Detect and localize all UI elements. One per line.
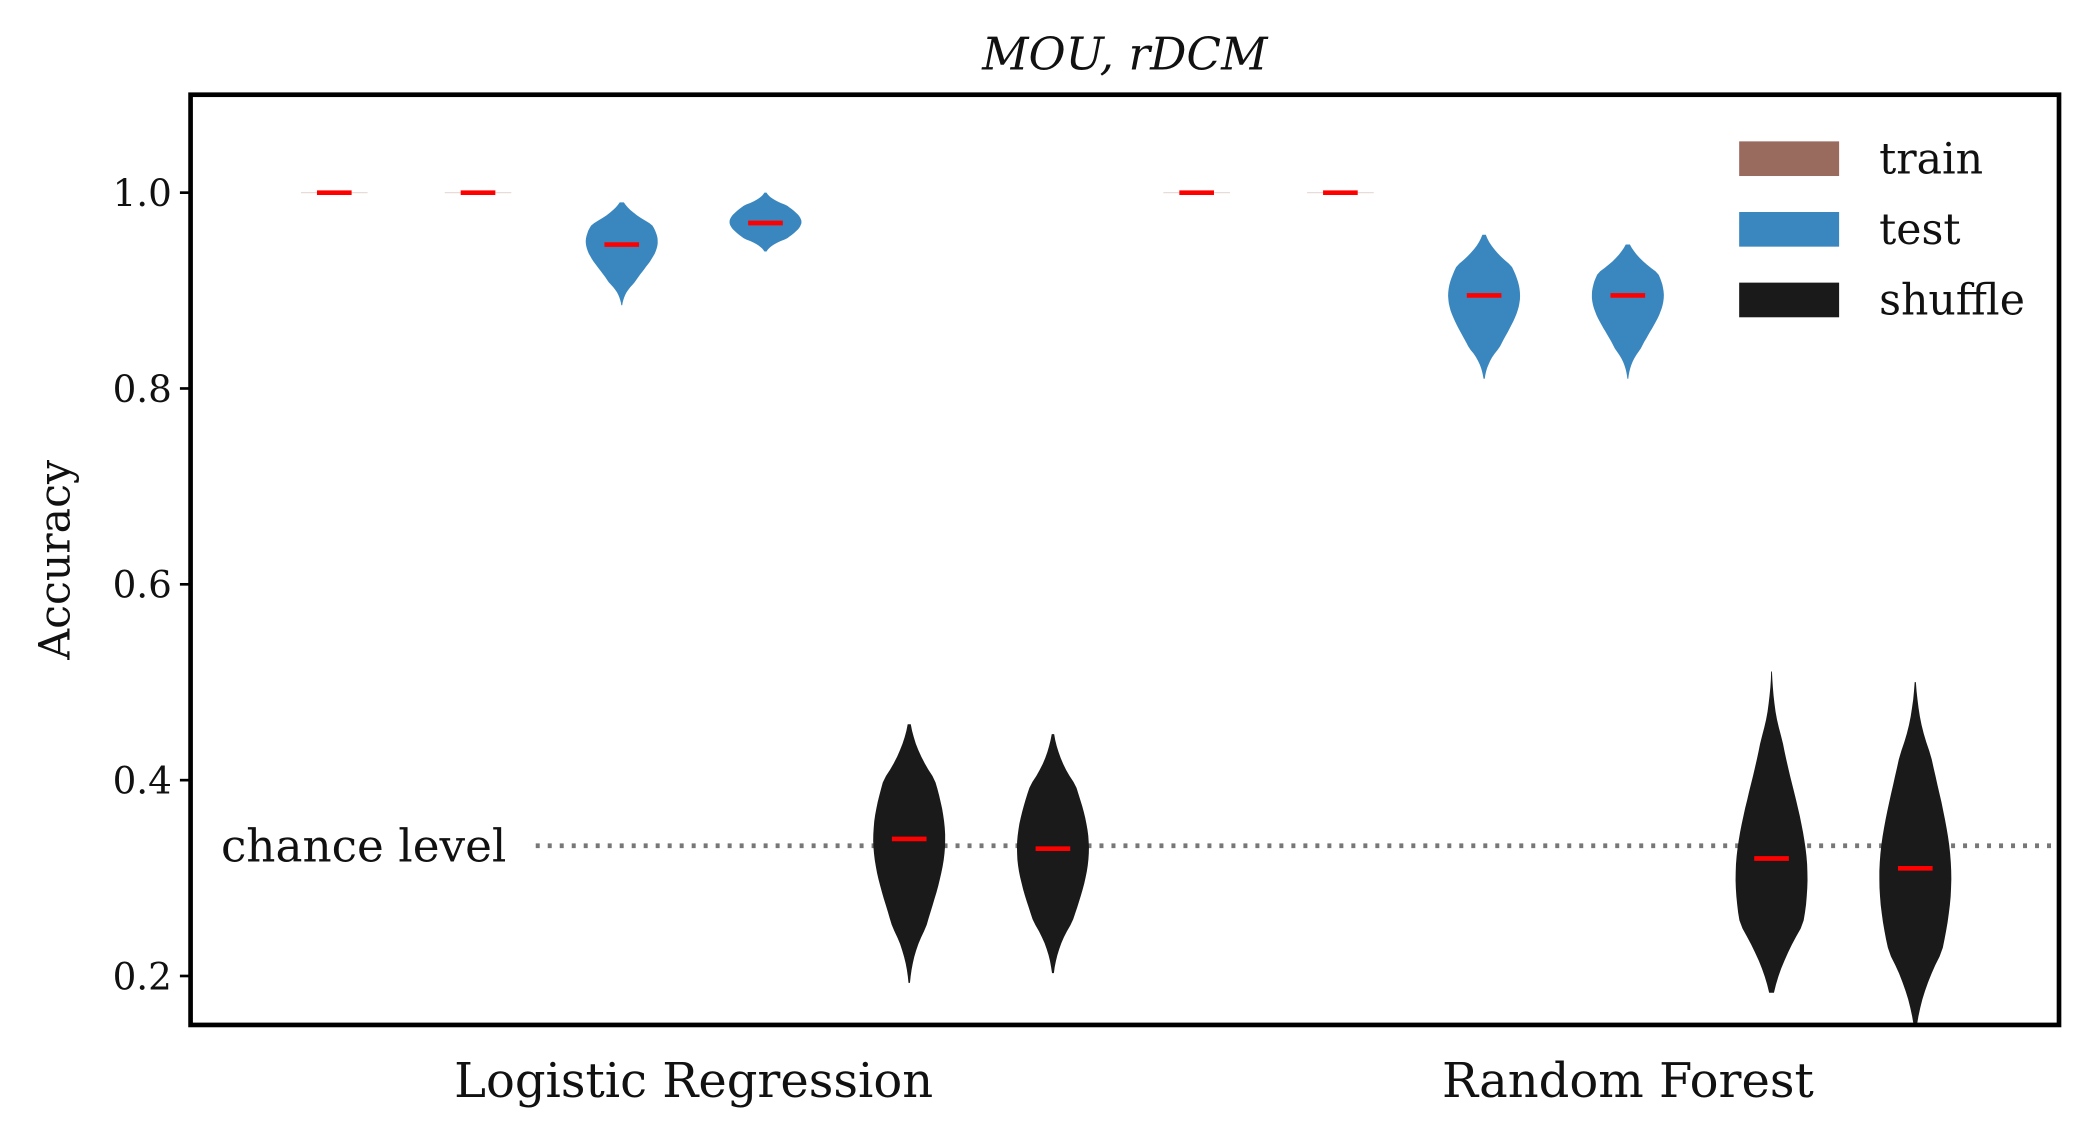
y-tick-label: 1.0: [113, 171, 172, 215]
plot-area: chance level: [221, 190, 2060, 1025]
x-tick-label: Random Forest: [1442, 1053, 1814, 1109]
violin-shuffle: [1016, 734, 1089, 974]
y-tick-label: 0.4: [113, 758, 172, 802]
legend-label-shuffle: shuffle: [1879, 276, 2025, 326]
violin-test: [1591, 244, 1664, 379]
chart-title: MOU, rDCM: [981, 27, 1269, 80]
legend-label-test: test: [1879, 205, 1960, 255]
violin-test: [585, 202, 658, 306]
y-tick-label: 0.2: [113, 954, 172, 998]
x-axis: Logistic Regression Random Forest: [454, 1053, 1814, 1109]
legend-swatch-test: [1739, 212, 1840, 247]
legend-swatch-train: [1739, 141, 1840, 177]
violin-shuffle: [1735, 671, 1808, 993]
axes-frame: [188, 92, 2062, 1028]
legend-label-train: train: [1879, 134, 1983, 184]
legend: train test shuffle: [1739, 134, 2025, 326]
y-tick-label: 0.8: [113, 367, 172, 411]
y-axis: 0.2 0.4 0.6 0.8 1.0: [113, 171, 191, 998]
legend-swatch-shuffle: [1739, 282, 1840, 318]
violin-test: [1448, 234, 1521, 379]
violin-shuffle: [1879, 682, 1952, 1025]
y-tick-label: 0.6: [113, 563, 172, 607]
x-tick-label: Logistic Regression: [454, 1053, 933, 1109]
chance-level-label: chance level: [221, 820, 506, 873]
y-axis-label: Accuracy: [30, 460, 80, 661]
violin-shuffle: [873, 724, 946, 983]
